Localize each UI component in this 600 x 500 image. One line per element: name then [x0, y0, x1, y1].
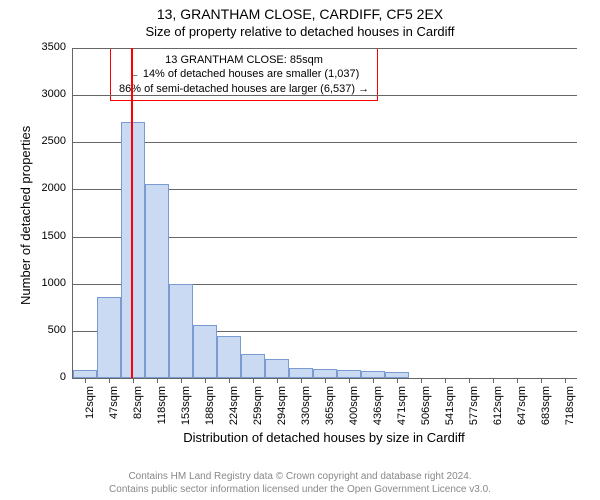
xtick [109, 378, 110, 383]
histogram-bar [169, 284, 193, 378]
ytick-label: 3000 [32, 88, 66, 100]
xtick-label: 118sqm [156, 386, 168, 436]
xtick [133, 378, 134, 383]
xtick-label: 153sqm [180, 386, 192, 436]
histogram-bar [145, 184, 169, 378]
xtick-label: 471sqm [396, 386, 408, 436]
xtick-label: 541sqm [444, 386, 456, 436]
xtick [565, 378, 566, 383]
xtick [349, 378, 350, 383]
ytick-label: 3500 [32, 41, 66, 53]
xtick [85, 378, 86, 383]
histogram-bar [361, 371, 385, 378]
xtick [493, 378, 494, 383]
histogram-bar [97, 297, 121, 378]
footer-line1: Contains HM Land Registry data © Crown c… [0, 470, 600, 483]
xtick [421, 378, 422, 383]
xtick-label: 400sqm [348, 386, 360, 436]
page-title: 13, GRANTHAM CLOSE, CARDIFF, CF5 2EX [0, 0, 600, 22]
histogram-bar [337, 370, 361, 378]
xtick [157, 378, 158, 383]
xtick [301, 378, 302, 383]
histogram-bar [193, 325, 217, 378]
footer-attribution: Contains HM Land Registry data © Crown c… [0, 470, 600, 496]
xtick [205, 378, 206, 383]
xtick-label: 436sqm [372, 386, 384, 436]
histogram-bar [265, 359, 289, 378]
xtick-label: 188sqm [204, 386, 216, 436]
ytick-label: 500 [32, 324, 66, 336]
xtick-label: 330sqm [300, 386, 312, 436]
histogram-bar [217, 336, 241, 378]
xtick [445, 378, 446, 383]
xtick [373, 378, 374, 383]
marker-line [131, 48, 133, 378]
xtick [397, 378, 398, 383]
ytick-label: 2500 [32, 135, 66, 147]
histogram-bar [73, 370, 97, 378]
ytick-label: 0 [32, 371, 66, 383]
histogram-bar [241, 354, 265, 379]
ytick-label: 2000 [32, 182, 66, 194]
xtick [541, 378, 542, 383]
xtick-label: 82sqm [132, 386, 144, 436]
xtick [277, 378, 278, 383]
y-axis-label: Number of detached properties [18, 126, 33, 305]
xtick-label: 577sqm [468, 386, 480, 436]
ytick-label: 1000 [32, 277, 66, 289]
xtick-label: 365sqm [324, 386, 336, 436]
xtick-label: 47sqm [108, 386, 120, 436]
xtick [469, 378, 470, 383]
xtick [325, 378, 326, 383]
xtick-label: 259sqm [252, 386, 264, 436]
xtick-label: 506sqm [420, 386, 432, 436]
xtick-label: 612sqm [492, 386, 504, 436]
ytick-label: 1500 [32, 230, 66, 242]
histogram-bar [313, 369, 337, 378]
xtick-label: 294sqm [276, 386, 288, 436]
xtick [181, 378, 182, 383]
xtick [253, 378, 254, 383]
xtick-label: 12sqm [84, 386, 96, 436]
xtick-label: 647sqm [516, 386, 528, 436]
xtick [229, 378, 230, 383]
gridline [73, 48, 577, 49]
xtick-label: 683sqm [540, 386, 552, 436]
histogram-bar [121, 122, 145, 378]
xtick [517, 378, 518, 383]
page-subtitle: Size of property relative to detached ho… [0, 22, 600, 39]
histogram-chart [72, 48, 577, 379]
gridline [73, 142, 577, 143]
xtick-label: 718sqm [564, 386, 576, 436]
gridline [73, 95, 577, 96]
xtick-label: 224sqm [228, 386, 240, 436]
histogram-bar [289, 368, 313, 378]
footer-line2: Contains public sector information licen… [0, 483, 600, 496]
